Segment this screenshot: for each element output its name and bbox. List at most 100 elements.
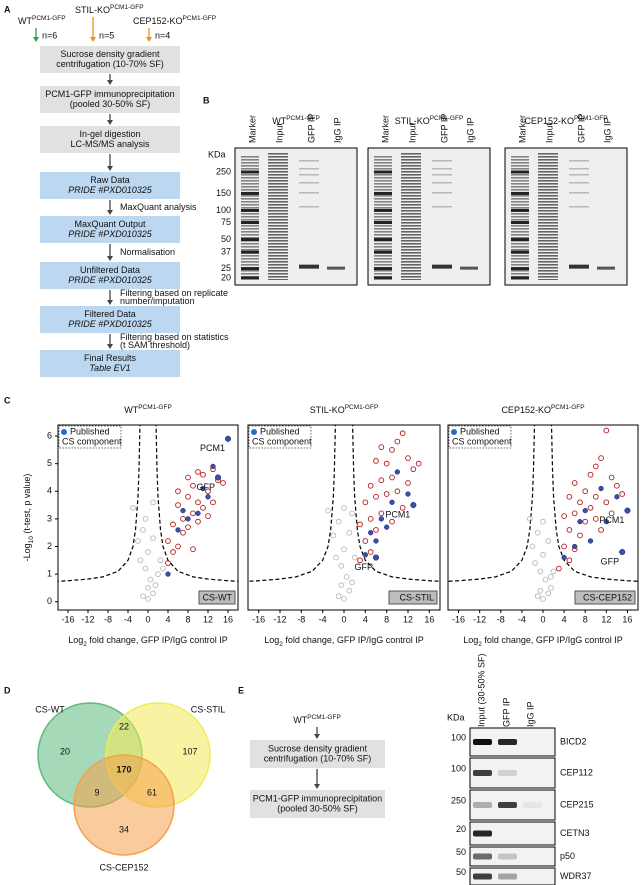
x-tick-label: 16 <box>424 614 434 624</box>
background-point <box>540 551 546 558</box>
step-text: LC-MS/MS analysis <box>70 139 150 149</box>
enriched-point <box>175 488 181 495</box>
highlighted-point <box>619 548 626 556</box>
x-tick-label: 4 <box>562 614 567 624</box>
enriched-point <box>180 529 186 536</box>
group-label: WTPCM1-GFP <box>18 15 66 27</box>
enriched-point <box>389 447 395 453</box>
background-point <box>550 568 557 575</box>
marker-label: 20 <box>221 272 231 282</box>
set-label: CS-WT <box>35 704 65 714</box>
enriched-point <box>587 471 594 478</box>
ip-band <box>299 174 319 176</box>
x-tick-label: 4 <box>165 614 170 624</box>
step-text: Raw Data <box>90 175 130 185</box>
arrow-head <box>107 166 113 171</box>
superscript: PCM1-GFP <box>138 404 172 411</box>
marker-band <box>511 267 529 271</box>
panel-label: C <box>4 395 11 405</box>
legend-text: Published <box>70 426 110 436</box>
legend-dot <box>251 429 257 435</box>
background-point <box>540 518 546 525</box>
published-point <box>195 510 201 517</box>
highlighted-point <box>214 474 222 481</box>
protein-label: WDR37 <box>560 871 592 881</box>
step-box <box>40 172 180 199</box>
x-tick-label: -16 <box>252 614 265 624</box>
legend-text: Published <box>260 426 300 436</box>
published-point <box>572 543 578 550</box>
replicate-count: n=4 <box>155 30 170 40</box>
x-tick-label: 0 <box>145 614 150 624</box>
enriched-point <box>592 516 599 522</box>
step-note: Filtering based on statistics <box>120 332 229 342</box>
enriched-point <box>378 477 385 484</box>
panel-label: A <box>4 4 11 14</box>
group-label: CEP152-KOPCM1-GFP <box>133 15 216 27</box>
arrow-head <box>314 734 320 739</box>
background-point <box>537 587 544 594</box>
background-point <box>152 582 159 588</box>
background-point <box>540 596 546 602</box>
blot-band <box>498 770 517 776</box>
blot-band <box>498 802 517 808</box>
legend-dot <box>451 429 457 435</box>
subscript: 10 <box>28 536 35 544</box>
background-point <box>333 554 339 561</box>
x-tick-label: 4 <box>363 614 368 624</box>
y-tick-label: 3 <box>47 513 52 523</box>
name: STIL-KO <box>75 5 110 15</box>
x-tick-label: -12 <box>81 614 94 624</box>
enriched-point <box>619 491 626 497</box>
background-point <box>330 532 337 539</box>
lane-label: IgG IP <box>332 117 342 143</box>
background-point <box>532 560 538 566</box>
enriched-point <box>373 527 379 533</box>
lane-label: Marker <box>247 115 257 143</box>
text: Log <box>68 635 83 645</box>
enriched-point <box>185 524 191 531</box>
y-tick-label: 6 <box>47 430 52 440</box>
published-point <box>373 538 379 544</box>
threshold-curve <box>351 425 440 582</box>
enriched-point <box>195 469 201 475</box>
igg-band <box>460 266 478 270</box>
background-point <box>534 593 541 600</box>
marker-band <box>374 208 392 212</box>
name: CEP152-KO <box>501 405 551 415</box>
marker-band <box>374 191 392 195</box>
x-tick-label: 12 <box>403 614 413 624</box>
ip-band <box>569 160 589 162</box>
superscript: PCM1-GFP <box>32 15 66 22</box>
background-point <box>142 565 149 572</box>
panel-label: D <box>4 685 11 695</box>
x-tick-label: 12 <box>203 614 213 624</box>
plot-area <box>448 425 638 602</box>
enriched-point <box>577 499 583 506</box>
blot-strip <box>469 846 556 867</box>
published-point <box>185 516 191 522</box>
step-note: Normalisation <box>120 247 175 257</box>
enriched-point <box>362 538 369 544</box>
enriched-point <box>577 532 583 539</box>
name: WT <box>18 16 32 26</box>
name: STIL-KO <box>395 116 430 126</box>
background-point <box>346 529 353 536</box>
enriched-point <box>205 488 211 495</box>
ip-band <box>569 182 589 184</box>
x-tick-label: -8 <box>104 614 112 624</box>
y-tick-label: 1 <box>47 568 52 578</box>
threshold-curve <box>550 425 638 582</box>
ip-band <box>569 264 589 269</box>
published-point <box>180 507 186 514</box>
arrow-head <box>107 120 113 125</box>
arrow-head <box>107 300 113 305</box>
x-tick-label: 16 <box>223 614 233 624</box>
background-point <box>140 527 146 533</box>
step-box <box>40 216 180 243</box>
plot-frame <box>247 424 441 611</box>
background-point <box>545 590 552 597</box>
step-text: (pooled 30-50% SF) <box>70 99 151 109</box>
enriched-point <box>367 549 374 555</box>
background-point <box>537 568 544 575</box>
